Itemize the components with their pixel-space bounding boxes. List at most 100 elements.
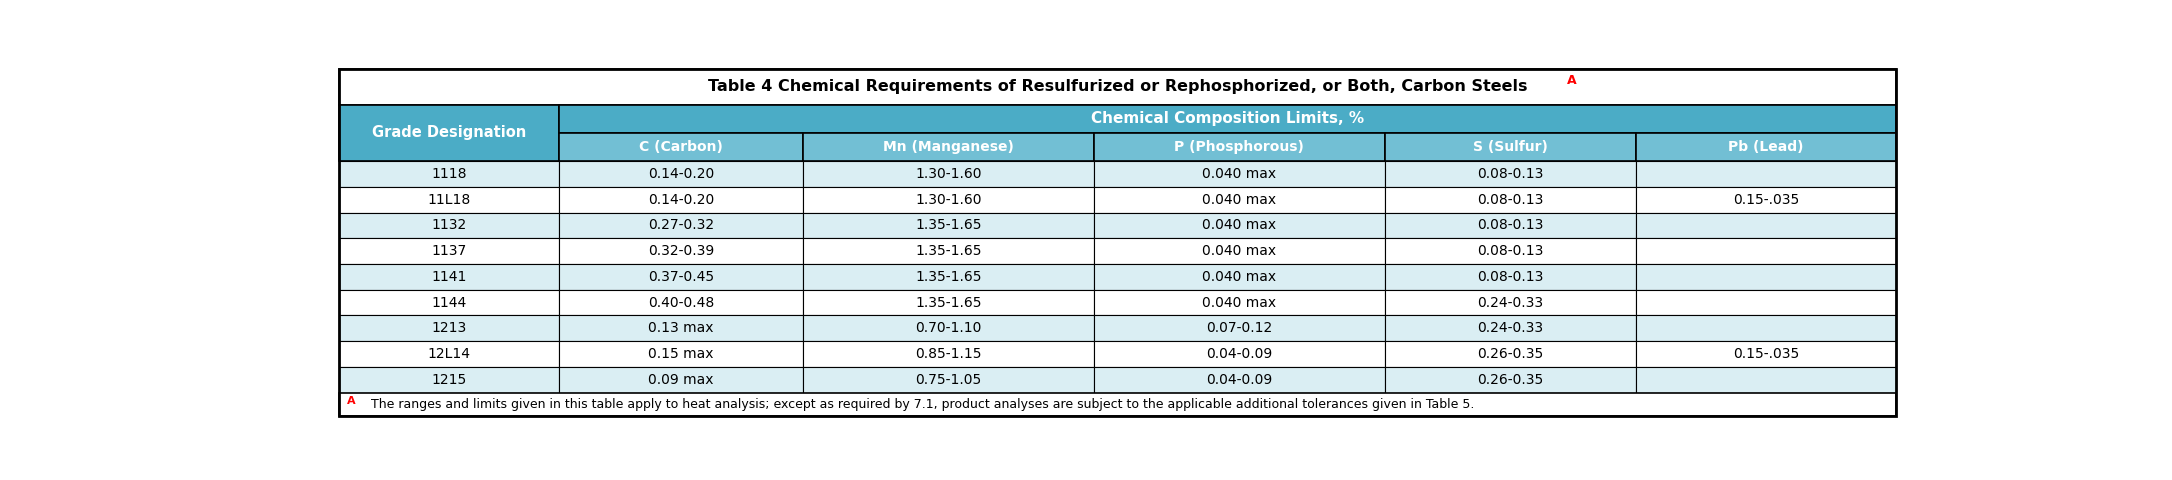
Bar [339,105,558,161]
Text: 0.40-0.48: 0.40-0.48 [647,296,715,310]
Bar [1095,341,1386,367]
Text: 0.040 max: 0.040 max [1201,296,1277,310]
Bar [1095,264,1386,290]
Bar [804,315,1095,341]
Bar [1386,161,1636,187]
Bar [1386,367,1636,393]
Bar [1095,213,1386,239]
Bar [1386,187,1636,213]
Bar [1095,133,1386,161]
Bar [804,213,1095,239]
Bar [1386,290,1636,315]
Text: 0.04-0.09: 0.04-0.09 [1205,373,1273,387]
Bar [1636,341,1896,367]
Text: 0.24-0.33: 0.24-0.33 [1477,321,1544,336]
Text: 1215: 1215 [432,373,467,387]
Bar [558,187,804,213]
Bar [339,341,558,367]
Text: 0.26-0.35: 0.26-0.35 [1477,373,1544,387]
Text: C (Carbon): C (Carbon) [639,140,723,154]
Bar [339,367,558,393]
Bar [558,341,804,367]
Text: 0.08-0.13: 0.08-0.13 [1477,167,1544,181]
Text: Chemical Composition Limits, %: Chemical Composition Limits, % [1090,111,1364,126]
Bar [1386,341,1636,367]
Bar [339,187,558,213]
Text: 0.07-0.12: 0.07-0.12 [1205,321,1273,336]
Bar [558,105,1896,133]
Text: Mn (Manganese): Mn (Manganese) [882,140,1014,154]
Bar [1636,264,1896,290]
Text: 0.040 max: 0.040 max [1201,270,1277,284]
Bar [804,187,1095,213]
Bar [339,393,1896,416]
Text: 1.35-1.65: 1.35-1.65 [914,218,982,232]
Text: Grade Designation: Grade Designation [371,125,526,141]
Bar [1095,367,1386,393]
Text: A: A [1566,73,1577,86]
Bar [339,290,558,315]
Text: 0.24-0.33: 0.24-0.33 [1477,296,1544,310]
Text: 0.040 max: 0.040 max [1201,193,1277,207]
Text: 1141: 1141 [432,270,467,284]
Text: 1118: 1118 [432,167,467,181]
Bar [1386,213,1636,239]
Bar [1636,239,1896,264]
Text: 1.30-1.60: 1.30-1.60 [914,167,982,181]
Text: 0.09 max: 0.09 max [647,373,715,387]
Text: 0.040 max: 0.040 max [1201,167,1277,181]
Bar [804,161,1095,187]
Bar [558,239,804,264]
Bar [1386,133,1636,161]
Text: 0.14-0.20: 0.14-0.20 [647,193,715,207]
Bar [1095,290,1386,315]
Text: 11L18: 11L18 [428,193,471,207]
Bar [1386,264,1636,290]
Bar [339,239,558,264]
Bar [1636,290,1896,315]
Text: S (Sulfur): S (Sulfur) [1473,140,1549,154]
Text: 0.08-0.13: 0.08-0.13 [1477,218,1544,232]
Text: 0.32-0.39: 0.32-0.39 [647,244,715,258]
Bar [558,133,804,161]
Text: 1.35-1.65: 1.35-1.65 [914,296,982,310]
Bar [1636,315,1896,341]
Bar [558,290,804,315]
Bar [1636,161,1896,187]
Bar [804,239,1095,264]
Text: The ranges and limits given in this table apply to heat analysis; except as requ: The ranges and limits given in this tabl… [367,398,1475,411]
Text: 0.08-0.13: 0.08-0.13 [1477,244,1544,258]
Bar [1095,187,1386,213]
Bar [558,367,804,393]
Bar [558,161,804,187]
Bar [1636,133,1896,161]
Text: Pb (Lead): Pb (Lead) [1729,140,1805,154]
Text: 1137: 1137 [432,244,467,258]
Bar [804,341,1095,367]
Text: 0.040 max: 0.040 max [1201,244,1277,258]
Text: Table 4 Chemical Requirements of Resulfurized or Rephosphorized, or Both, Carbon: Table 4 Chemical Requirements of Resulfu… [708,79,1527,94]
Text: 1132: 1132 [432,218,467,232]
Text: 12L14: 12L14 [428,347,471,361]
Text: 0.26-0.35: 0.26-0.35 [1477,347,1544,361]
Bar [1386,315,1636,341]
Text: 0.85-1.15: 0.85-1.15 [914,347,982,361]
Text: 0.70-1.10: 0.70-1.10 [914,321,982,336]
Text: 0.15-.035: 0.15-.035 [1733,193,1798,207]
Bar [339,315,558,341]
Text: 1.30-1.60: 1.30-1.60 [914,193,982,207]
Bar [339,213,558,239]
Text: 0.040 max: 0.040 max [1201,218,1277,232]
Text: 0.15-.035: 0.15-.035 [1733,347,1798,361]
Text: P (Phosphorous): P (Phosphorous) [1175,140,1303,154]
Bar [804,367,1095,393]
Text: 0.08-0.13: 0.08-0.13 [1477,270,1544,284]
Text: 1.35-1.65: 1.35-1.65 [914,270,982,284]
Text: 0.15 max: 0.15 max [647,347,715,361]
Text: 0.08-0.13: 0.08-0.13 [1477,193,1544,207]
Bar [1095,161,1386,187]
Bar [1636,367,1896,393]
Bar [1636,213,1896,239]
Bar [558,315,804,341]
Bar [804,264,1095,290]
